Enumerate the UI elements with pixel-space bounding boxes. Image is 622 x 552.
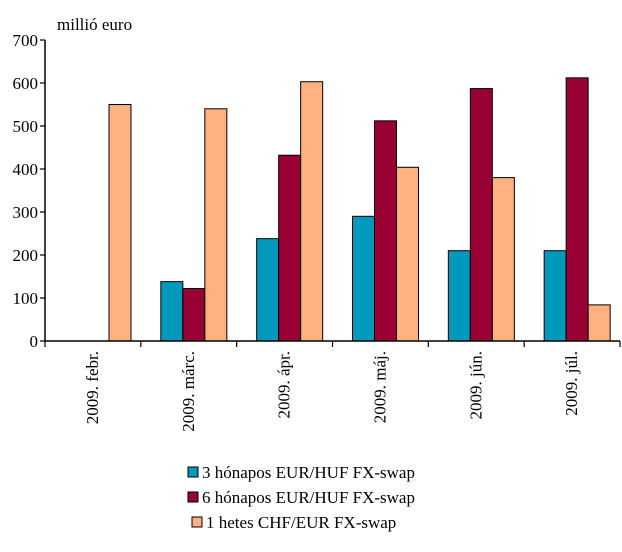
bar-3-2 [204,108,228,342]
y-tick-label: 300 [13,203,39,222]
y-tick-label: 600 [13,74,39,93]
axes-group: 0 100 200 300 400 500 600 700 2009. febr. 2009. m… [13,31,621,432]
x-tick-label: 2009. febr. [83,351,102,424]
bar-2-4 [374,120,397,342]
x-tick-label: 2009. júl. [562,351,581,416]
bars-group [108,77,611,342]
legend-swatch [187,491,199,503]
y-tick-label: 700 [13,31,39,50]
y-axis-unit-label: millió euro [57,15,132,34]
bar-2-3 [278,154,302,342]
legend-swatch [187,466,199,478]
bar-1-6 [543,250,567,342]
bar-2-6 [565,77,589,342]
bar-3-3 [300,81,324,342]
legend: 3 hónapos EUR/HUF FX-swap 6 hónapos EUR/H… [187,463,415,532]
legend-label: 1 hetes CHF/EUR FX-swap [206,513,396,532]
x-tick-label: 2009. márc. [179,351,198,432]
x-tick-label: 2009. máj. [370,351,389,423]
y-tick-label: 200 [13,246,39,265]
bar-3-5 [491,177,515,342]
y-tick-label: 100 [13,289,39,308]
bar-1-5 [447,250,471,342]
bar-3-6 [587,304,611,342]
legend-label: 6 hónapos EUR/HUF FX-swap [202,488,415,507]
bar-2-5 [469,88,493,342]
x-tick-label: 2009. ápr. [275,351,294,419]
bar-3-4 [396,166,419,342]
bar-1-3 [256,238,280,342]
bar-1-4 [352,215,375,342]
bar-2-2 [182,288,206,342]
legend-label: 3 hónapos EUR/HUF FX-swap [202,463,415,482]
y-tick-label: 500 [13,117,39,136]
legend-swatch [191,516,203,528]
bar-1-2 [160,281,184,342]
bar-3-1 [108,104,132,342]
y-tick-label: 400 [13,160,39,179]
x-tick-label: 2009. jún. [466,351,485,419]
y-tick-label: 0 [30,332,39,351]
